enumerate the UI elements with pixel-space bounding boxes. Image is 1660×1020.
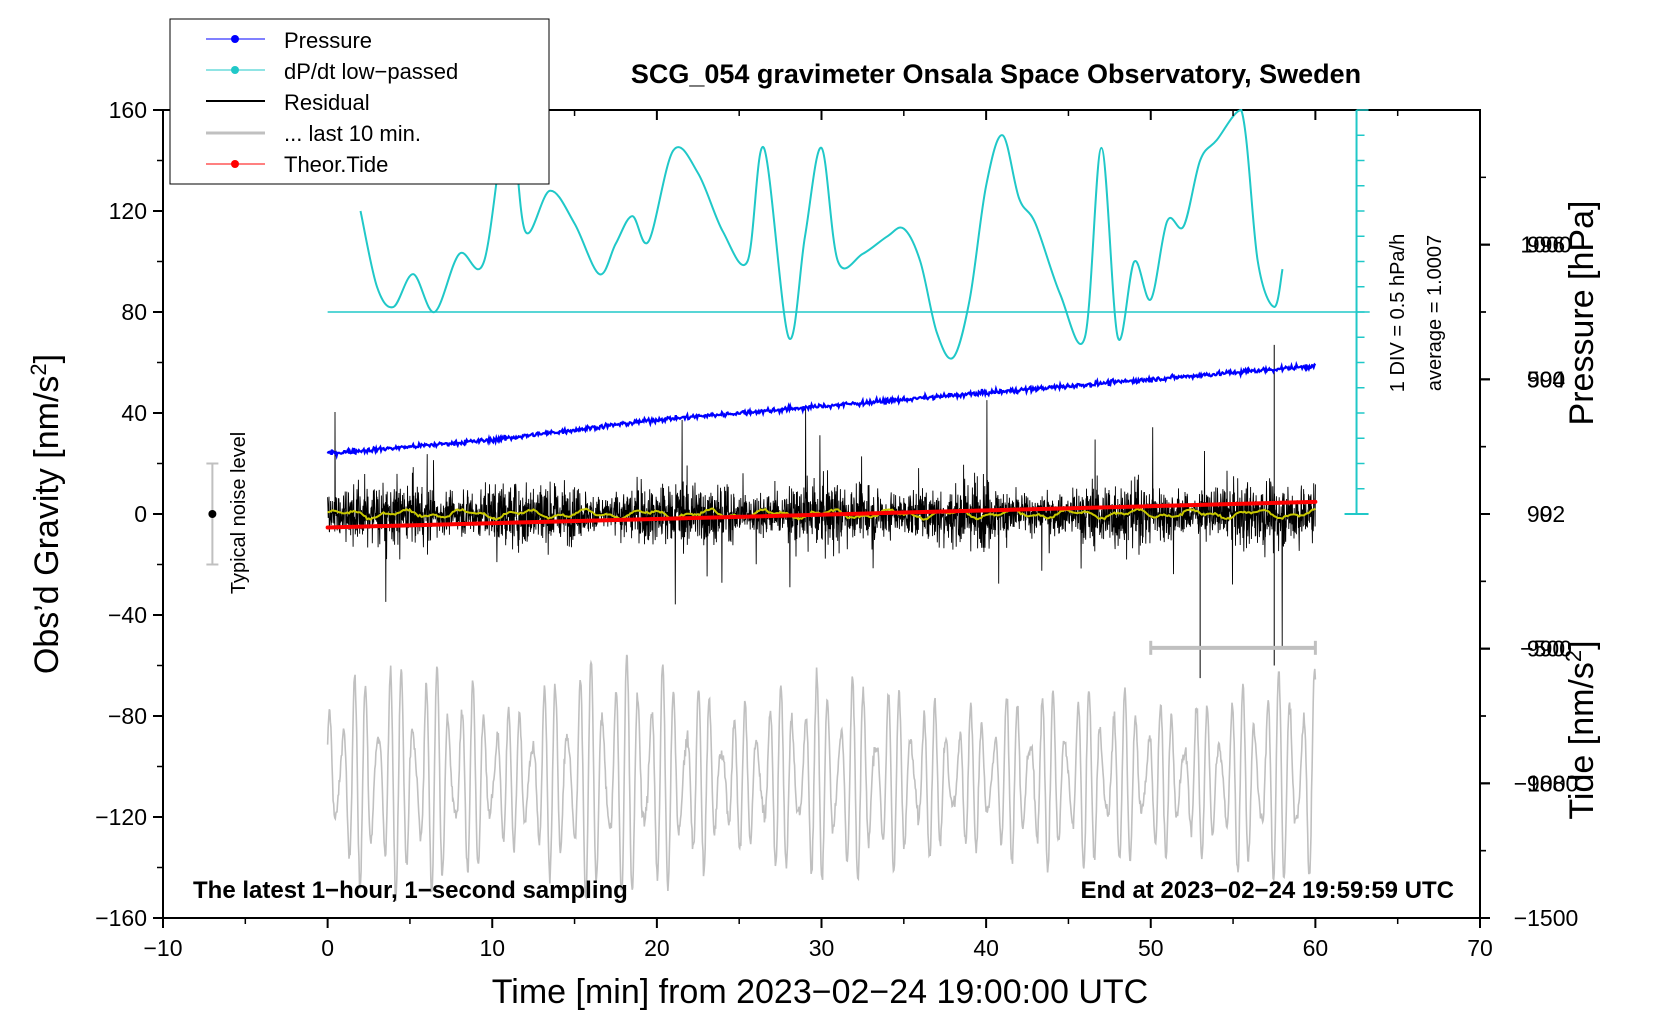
chart-title: SCG_054 gravimeter Onsala Space Observat… xyxy=(631,59,1361,89)
y-gravity-tick-label: −40 xyxy=(108,602,147,628)
legend-item-dpdt: dP/dt low−passed xyxy=(206,59,458,84)
y-axis-pressure-label: Pressure [hPa] xyxy=(1563,201,1601,426)
legend-item-pressure: Pressure xyxy=(206,28,372,53)
last-10-min-line xyxy=(326,654,1317,902)
noise-level-label: Typical noise level xyxy=(228,432,250,594)
footer-left-note: The latest 1−hour, 1−second sampling xyxy=(193,877,628,904)
legend-label-last10: ... last 10 min. xyxy=(284,121,421,146)
x-axis-label: Time [min] from 2023−02−24 19:00:00 UTC xyxy=(492,973,1148,1011)
x-tick-label: 0 xyxy=(321,935,334,961)
y-gravity-label-main: Obs’d Gravity [nm/s xyxy=(28,376,66,675)
y-gravity-tick-label: 160 xyxy=(109,97,147,123)
legend-item-tide: Theor.Tide xyxy=(206,152,388,177)
noise-bar-center xyxy=(208,510,217,518)
avg-label: average = 1.0007 xyxy=(1424,235,1446,391)
legend-label-dpdt: dP/dt low−passed xyxy=(284,59,458,84)
x-tick-label: 30 xyxy=(809,935,835,961)
legend-item-residual: Residual xyxy=(206,90,370,115)
pressure-series-layer xyxy=(326,360,1317,461)
y-pressure-tick-label: 992 xyxy=(1527,501,1565,527)
footer-right-note: End at 2023−02−24 19:59:59 UTC xyxy=(1080,877,1454,904)
y-tide-tick-label: 500 xyxy=(1527,366,1565,392)
y-pressure-tick-label: 990 xyxy=(1527,636,1565,662)
y-gravity-tick-label: 40 xyxy=(121,400,147,426)
y-gravity-tick-label: −120 xyxy=(95,804,147,830)
legend-marker-tide xyxy=(231,160,239,168)
y-gravity-tick-label: 120 xyxy=(109,198,147,224)
y-axis-gravity-ticks: 160 120 80 40 0 −40 −80 −120 −160 xyxy=(95,97,163,931)
y-pressure-tick-label: 994 xyxy=(1527,366,1566,392)
y-tide-label-sup: 2 xyxy=(1561,650,1586,662)
legend-marker-pressure xyxy=(231,35,239,43)
y-tide-tick-label: −500 xyxy=(1520,636,1572,662)
legend-item-last10: ... last 10 min. xyxy=(206,121,421,146)
y-tide-tick-label: 0 xyxy=(1540,501,1553,527)
y-tide-label-main: Tide [nm/s xyxy=(1563,662,1601,819)
theor-tide-series-layer xyxy=(325,499,1318,530)
pressure-line xyxy=(326,360,1317,461)
dpdt-line xyxy=(359,108,1284,360)
y-pressure-tick-label: 996 xyxy=(1527,232,1565,258)
dpdt-series-layer xyxy=(327,108,1370,515)
legend-label-residual: Residual xyxy=(284,90,370,115)
residual-series-layer xyxy=(327,344,1316,679)
x-tick-label: −10 xyxy=(143,935,182,961)
y-axis-tide-ticks: 1000 500 0 −500 −1000 −1500 xyxy=(1480,232,1578,931)
x-axis-ticks: −10 0 10 20 30 40 50 60 70 xyxy=(143,110,1493,961)
theor-tide-line xyxy=(325,499,1318,530)
x-tick-label: 40 xyxy=(973,935,999,961)
y-axis-gravity-label: Obs’d Gravity [nm/s2] xyxy=(26,354,67,674)
annotation-layer xyxy=(206,462,1317,655)
y-gravity-tick-label: −160 xyxy=(95,905,147,931)
div-label: 1 DIV = 0.5 hPa/h xyxy=(1387,234,1409,392)
y-gravity-tick-label: 80 xyxy=(121,299,147,325)
y-gravity-tick-label: 0 xyxy=(134,501,147,527)
y-tide-tick-label: 1000 xyxy=(1520,232,1571,258)
x-tick-label: 50 xyxy=(1138,935,1164,961)
last-10-min-series-layer xyxy=(326,654,1317,902)
y-axis-tide-label: Tide [nm/s2] xyxy=(1561,640,1602,819)
y-tide-label-end: ] xyxy=(1563,640,1601,649)
x-tick-label: 10 xyxy=(479,935,505,961)
legend-marker-dpdt xyxy=(231,66,239,74)
x-tick-label: 70 xyxy=(1467,935,1493,961)
legend-label-pressure: Pressure xyxy=(284,28,372,53)
y-gravity-tick-label: −80 xyxy=(108,703,147,729)
y-axis-pressure-ticks: 996 994 992 990 988 xyxy=(1480,176,1566,852)
y-pressure-tick-label: 988 xyxy=(1527,770,1565,796)
y-gravity-label-end: ] xyxy=(28,354,66,363)
x-tick-label: 60 xyxy=(1303,935,1329,961)
legend: Pressure dP/dt low−passed Residual ... l… xyxy=(169,18,550,185)
y-tide-tick-label: −1000 xyxy=(1514,770,1579,796)
legend-label-tide: Theor.Tide xyxy=(284,152,388,177)
x-tick-label: 20 xyxy=(644,935,670,961)
y-gravity-label-sup: 2 xyxy=(26,363,51,375)
y-tide-tick-label: −1500 xyxy=(1514,905,1579,931)
